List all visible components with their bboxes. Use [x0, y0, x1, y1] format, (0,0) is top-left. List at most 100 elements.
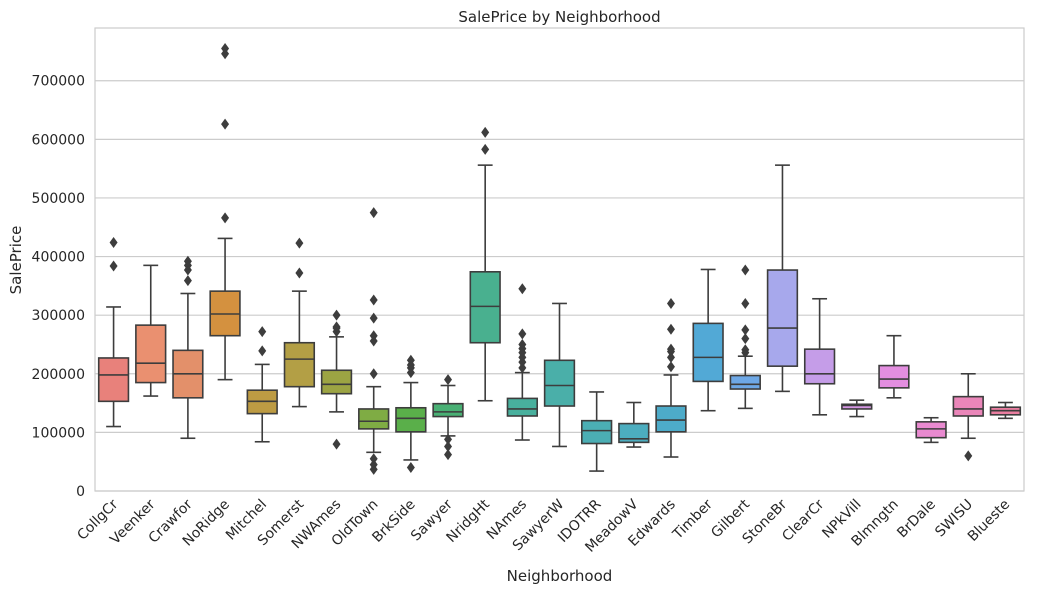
outlier-point: [518, 328, 527, 340]
box-SWISU: [952, 372, 984, 462]
box-iqr: [915, 421, 947, 439]
box-NAmes: [506, 283, 539, 441]
chart-title: SalePrice by Neighborhood: [458, 8, 660, 26]
outlier-point: [183, 275, 192, 287]
box-NWAmes: [320, 309, 353, 450]
outlier-point: [741, 297, 750, 309]
box-SawyerW: [543, 302, 576, 448]
y-tick-label: 200000: [32, 367, 85, 383]
outlier-point: [183, 255, 192, 267]
box-iqr: [766, 269, 799, 367]
box-NridgHt: [469, 126, 501, 402]
box-Edwards: [655, 297, 687, 458]
outlier-point: [741, 333, 750, 345]
outlier-point: [666, 361, 675, 373]
x-axis-label: Neighborhood: [507, 567, 613, 585]
y-tick-label: 300000: [32, 308, 85, 324]
box-iqr: [952, 395, 984, 417]
box-Somerst: [283, 237, 316, 408]
box-Blmngtn: [878, 334, 910, 399]
box-IDOTRR: [580, 391, 613, 472]
box-CollgCr: [97, 237, 130, 428]
box-iqr: [320, 369, 353, 395]
box-iqr: [506, 397, 539, 417]
box-Mitchel: [246, 326, 278, 443]
outlier-point: [369, 312, 378, 324]
outlier-point: [666, 351, 675, 363]
outlier-point: [444, 440, 453, 452]
box-iqr: [841, 403, 873, 410]
outlier-point: [406, 354, 415, 366]
outlier-point: [332, 309, 341, 321]
box-iqr: [283, 341, 316, 388]
box-iqr: [655, 405, 687, 433]
outlier-point: [258, 326, 267, 338]
outlier-point: [444, 374, 453, 386]
x-tick-label: Timber: [669, 496, 716, 543]
box-iqr: [358, 408, 390, 430]
outlier-point: [332, 438, 341, 450]
box-BrDale: [915, 416, 947, 444]
box-iqr: [135, 324, 167, 384]
x-tick-label: ClearCr: [779, 496, 827, 544]
outlier-point: [741, 344, 750, 356]
box-MeadowV: [618, 401, 650, 448]
y-tick-label: 100000: [32, 425, 85, 441]
box-Veenker: [135, 264, 167, 397]
box-plots: [97, 43, 1022, 475]
y-tick-label: 600000: [32, 132, 85, 148]
y-tick-labels: 0 100000 200000 300000 400000 500000 600000 700…: [32, 74, 85, 500]
plot-frame: [94, 27, 1025, 492]
box-iqr: [878, 364, 910, 389]
outlier-point: [481, 126, 490, 138]
outlier-point: [518, 338, 527, 350]
outlier-point: [444, 449, 453, 461]
box-iqr: [692, 322, 724, 383]
box-StoneBr: [766, 164, 799, 393]
outlier-point: [369, 453, 378, 465]
outlier-point: [369, 294, 378, 306]
x-tick-labels: CollgCrVeenkerCrawforNoRidgeMitchelSomer…: [74, 496, 1013, 556]
box-iqr: [580, 419, 613, 445]
outlier-point: [518, 283, 527, 295]
outlier-point: [666, 343, 675, 355]
outlier-point: [964, 450, 973, 462]
box-Crawfor: [172, 255, 204, 440]
box-iqr: [97, 357, 130, 403]
box-iqr: [618, 422, 650, 444]
x-tick-label: BrDale: [894, 497, 939, 542]
outlier-point: [741, 264, 750, 276]
outlier-point: [369, 368, 378, 380]
y-axis-label: SalePrice: [7, 226, 25, 295]
outlier-point: [109, 237, 118, 249]
outlier-point: [666, 297, 675, 309]
box-iqr: [803, 348, 836, 385]
x-tick-label: Blueste: [965, 497, 1013, 545]
outlier-point: [518, 362, 527, 374]
box-Sawyer: [432, 374, 464, 461]
y-tick-label: 700000: [32, 74, 85, 90]
y-tick-label: 400000: [32, 250, 85, 266]
outlier-point: [332, 321, 341, 333]
y-tick-label: 500000: [32, 191, 85, 207]
box-iqr: [469, 271, 501, 344]
box-BrkSide: [395, 354, 427, 474]
box-NoRidge: [209, 43, 241, 381]
outlier-point: [666, 323, 675, 335]
outlier-point: [295, 267, 304, 279]
y-tick-label: 0: [76, 484, 85, 500]
outlier-point: [258, 345, 267, 357]
box-iqr: [432, 402, 464, 418]
outlier-point: [221, 118, 230, 130]
outlier-point: [221, 212, 230, 224]
outlier-point: [369, 330, 378, 342]
box-iqr: [543, 359, 576, 407]
outlier-point: [109, 260, 118, 272]
outlier-point: [741, 324, 750, 336]
outlier-point: [369, 207, 378, 219]
box-Timber: [692, 268, 724, 412]
box-NPkVill: [841, 399, 873, 418]
box-iqr: [395, 406, 427, 433]
outlier-point: [295, 237, 304, 249]
